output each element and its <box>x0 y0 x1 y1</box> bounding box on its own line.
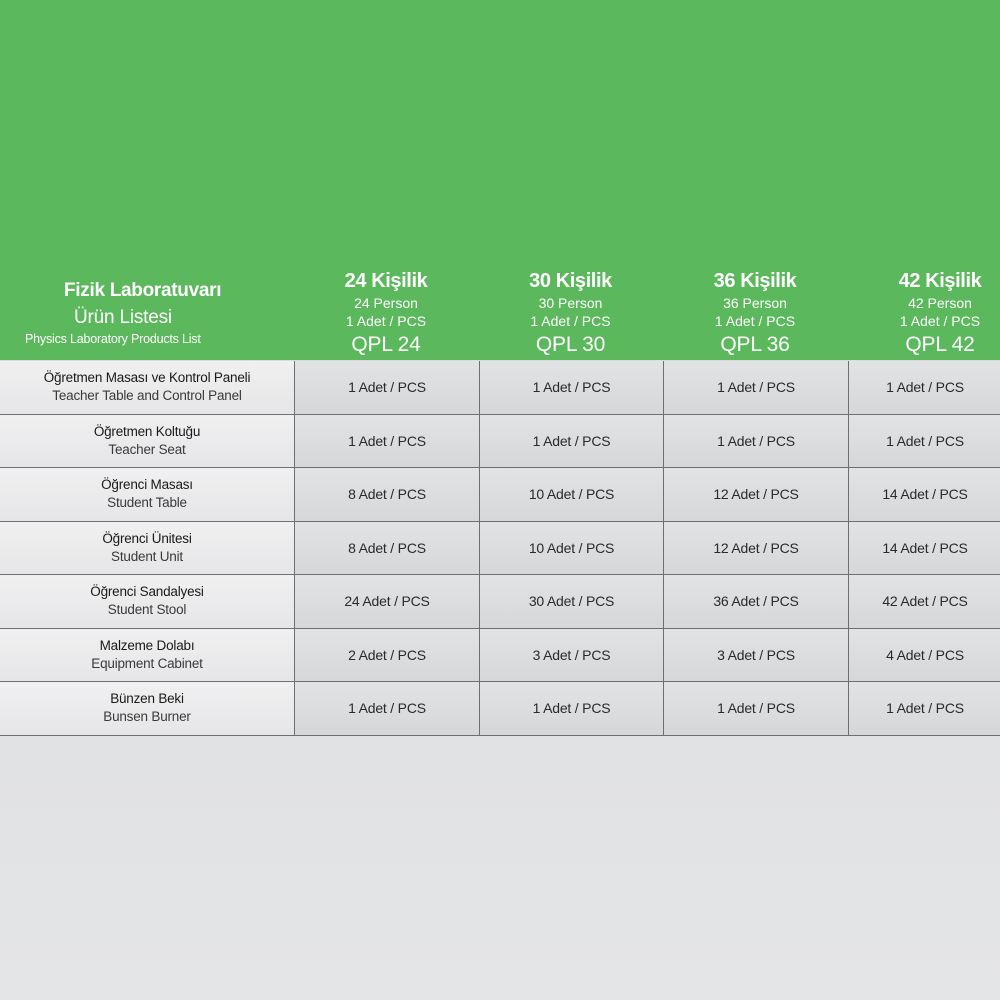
column-header-qpl42: 42 Kişilik 42 Person 1 Adet / PCS QPL 42 <box>848 268 1000 360</box>
quantity-cell: 2 Adet / PCS <box>294 628 479 681</box>
product-name-tr: Öğrenci Sandalyesi <box>90 584 204 600</box>
table-row: Öğretmen Masası ve Kontrol Paneli Teache… <box>0 361 1000 415</box>
quantity-cell: 12 Adet / PCS <box>663 468 848 521</box>
products-table: Öğretmen Masası ve Kontrol Paneli Teache… <box>0 361 1000 736</box>
quantity-cell: 42 Adet / PCS <box>848 575 1000 628</box>
column-capacity: 24 Kişilik <box>344 270 428 292</box>
product-name-en: Bunsen Burner <box>103 709 191 725</box>
column-model: QPL 24 <box>351 333 421 356</box>
product-name-cell: Öğrenci Masası Student Table <box>0 468 294 521</box>
table-row: Öğrenci Sandalyesi Student Stool 24 Adet… <box>0 575 1000 629</box>
table-row: Öğrenci Masası Student Table 8 Adet / PC… <box>0 468 1000 522</box>
product-name-en: Student Stool <box>107 602 187 618</box>
table-row: Malzeme Dolabı Equipment Cabinet 2 Adet … <box>0 628 1000 682</box>
quantity-cell: 14 Adet / PCS <box>848 468 1000 521</box>
quantity-cell: 8 Adet / PCS <box>294 468 479 521</box>
column-quantity: 1 Adet / PCS <box>345 313 427 329</box>
title-block: Fizik Laboratuvarı Ürün Listesi Physics … <box>0 278 294 360</box>
quantity-cell: 30 Adet / PCS <box>479 575 663 628</box>
quantity-cell: 1 Adet / PCS <box>294 414 479 467</box>
column-header-qpl30: 30 Kişilik 30 Person 1 Adet / PCS QPL 30 <box>479 268 662 360</box>
product-name-cell: Öğrenci Ünitesi Student Unit <box>0 521 294 574</box>
product-name-cell: Öğretmen Masası ve Kontrol Paneli Teache… <box>0 361 294 414</box>
quantity-cell: 3 Adet / PCS <box>479 628 663 681</box>
product-name-tr: Malzeme Dolabı <box>99 637 195 653</box>
quantity-cell: 1 Adet / PCS <box>479 414 663 467</box>
product-name-tr: Öğretmen Masası ve Kontrol Paneli <box>43 370 251 386</box>
quantity-cell: 1 Adet / PCS <box>479 361 663 414</box>
column-capacity: 36 Kişilik <box>713 270 797 292</box>
quantity-cell: 4 Adet / PCS <box>848 628 1000 681</box>
product-name-en: Equipment Cabinet <box>91 655 203 671</box>
column-capacity: 30 Kişilik <box>529 270 612 292</box>
product-name-tr: Bünzen Beki <box>110 691 184 707</box>
product-name-cell: Öğretmen Koltuğu Teacher Seat <box>0 414 294 467</box>
page-subtitle: Ürün Listesi <box>74 307 172 328</box>
quantity-cell: 1 Adet / PCS <box>848 414 1000 467</box>
product-name-en: Teacher Seat <box>108 441 186 457</box>
quantity-cell: 14 Adet / PCS <box>848 521 1000 574</box>
quantity-cell: 1 Adet / PCS <box>479 682 663 735</box>
quantity-cell: 3 Adet / PCS <box>663 628 848 681</box>
quantity-cell: 10 Adet / PCS <box>479 468 663 521</box>
column-person: 24 Person <box>354 295 418 311</box>
product-name-en: Teacher Table and Control Panel <box>52 388 242 404</box>
product-name-cell: Öğrenci Sandalyesi Student Stool <box>0 575 294 628</box>
product-name-tr: Öğrenci Masası <box>101 477 193 493</box>
product-name-tr: Öğrenci Ünitesi <box>102 530 192 546</box>
quantity-cell: 1 Adet / PCS <box>294 361 479 414</box>
table-row: Öğrenci Ünitesi Student Unit 8 Adet / PC… <box>0 521 1000 575</box>
column-model: QPL 36 <box>720 333 790 356</box>
column-quantity: 1 Adet / PCS <box>714 313 796 329</box>
quantity-cell: 10 Adet / PCS <box>479 521 663 574</box>
product-name-tr: Öğretmen Koltuğu <box>93 423 201 439</box>
column-model: QPL 30 <box>535 333 606 356</box>
column-header-qpl36: 36 Kişilik 36 Person 1 Adet / PCS QPL 36 <box>663 268 847 360</box>
quantity-cell: 36 Adet / PCS <box>663 575 848 628</box>
column-header-qpl24: 24 Kişilik 24 Person 1 Adet / PCS QPL 24 <box>294 268 478 360</box>
table-row: Öğretmen Koltuğu Teacher Seat 1 Adet / P… <box>0 414 1000 468</box>
quantity-cell: 1 Adet / PCS <box>848 682 1000 735</box>
page-title: Fizik Laboratuvarı <box>64 280 222 301</box>
column-person: 42 Person <box>908 295 972 311</box>
column-person: 30 Person <box>538 295 603 311</box>
quantity-cell: 1 Adet / PCS <box>663 414 848 467</box>
product-name-cell: Malzeme Dolabı Equipment Cabinet <box>0 628 294 681</box>
column-capacity: 42 Kişilik <box>898 270 982 292</box>
quantity-cell: 12 Adet / PCS <box>663 521 848 574</box>
header-banner <box>0 0 1000 360</box>
quantity-cell: 1 Adet / PCS <box>848 361 1000 414</box>
column-model: QPL 42 <box>905 333 975 356</box>
quantity-cell: 24 Adet / PCS <box>294 575 479 628</box>
quantity-cell: 8 Adet / PCS <box>294 521 479 574</box>
column-quantity: 1 Adet / PCS <box>530 313 611 329</box>
product-name-en: Student Unit <box>111 548 183 564</box>
table-row: Bünzen Beki Bunsen Burner 1 Adet / PCS 1… <box>0 682 1000 736</box>
product-name-en: Student Table <box>107 495 187 511</box>
quantity-cell: 1 Adet / PCS <box>663 682 848 735</box>
page-title-english: Physics Laboratory Products List <box>25 332 201 346</box>
column-person: 36 Person <box>723 295 787 311</box>
product-name-cell: Bünzen Beki Bunsen Burner <box>0 682 294 735</box>
quantity-cell: 1 Adet / PCS <box>663 361 848 414</box>
column-quantity: 1 Adet / PCS <box>899 313 981 329</box>
quantity-cell: 1 Adet / PCS <box>294 682 479 735</box>
